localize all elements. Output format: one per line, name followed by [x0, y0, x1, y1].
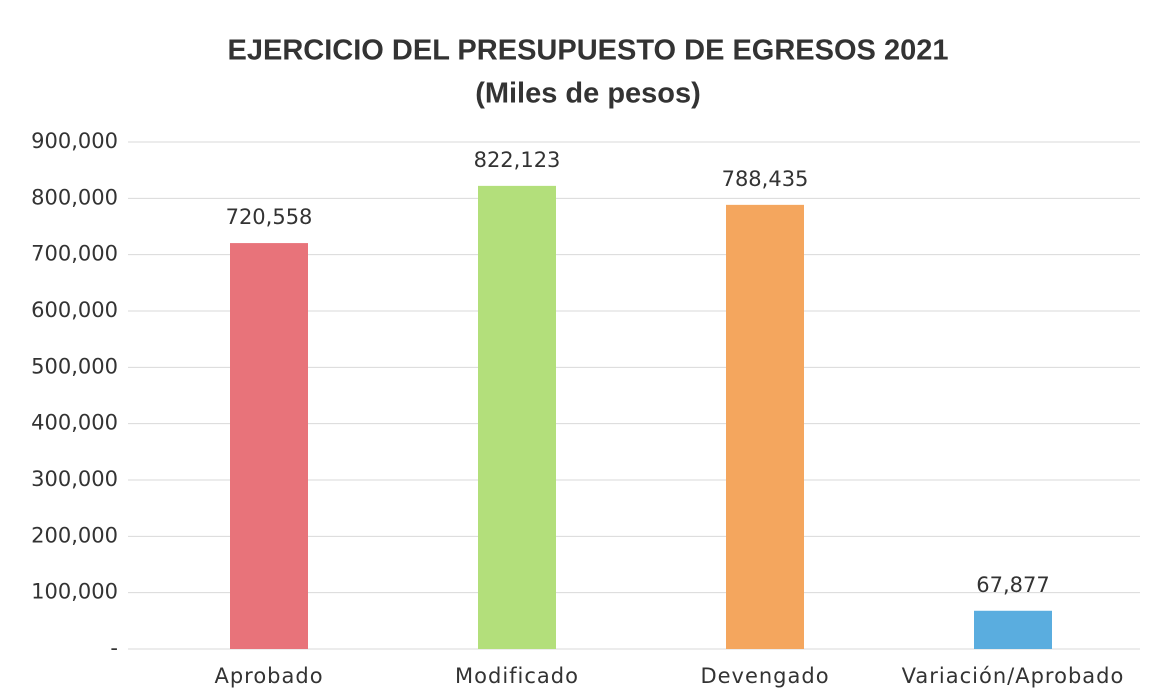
x-tick-label: Aprobado: [214, 664, 323, 688]
bar: [726, 204, 804, 650]
x-tick-label: Devengado: [700, 664, 829, 688]
bar: [230, 243, 308, 649]
y-tick-label: 300,000: [31, 467, 118, 491]
y-tick-label: 500,000: [31, 354, 118, 378]
y-tick-label: 600,000: [31, 298, 118, 322]
chart-title: EJERCICIO DEL PRESUPUESTO DE EGRESOS 202…: [228, 35, 949, 67]
y-tick-label: 400,000: [31, 411, 118, 435]
value-label: 720,558: [226, 205, 313, 229]
chart-subtitle: (Miles de pesos): [475, 78, 701, 110]
x-tick-label: Modificado: [455, 664, 579, 688]
y-tick-label: 200,000: [31, 523, 118, 547]
bar: [974, 610, 1052, 649]
y-tick-label: -: [110, 636, 118, 660]
x-tick-label: Variación/Aprobado: [902, 664, 1125, 688]
value-label: 788,435: [722, 167, 809, 191]
value-label: 822,123: [474, 148, 561, 172]
y-tick-label: 700,000: [31, 242, 118, 266]
y-tick-label: 100,000: [31, 580, 118, 604]
y-tick-label: 900,000: [31, 129, 118, 153]
value-label: 67,877: [976, 573, 1049, 597]
y-tick-label: 800,000: [31, 185, 118, 209]
bar: [478, 185, 556, 649]
